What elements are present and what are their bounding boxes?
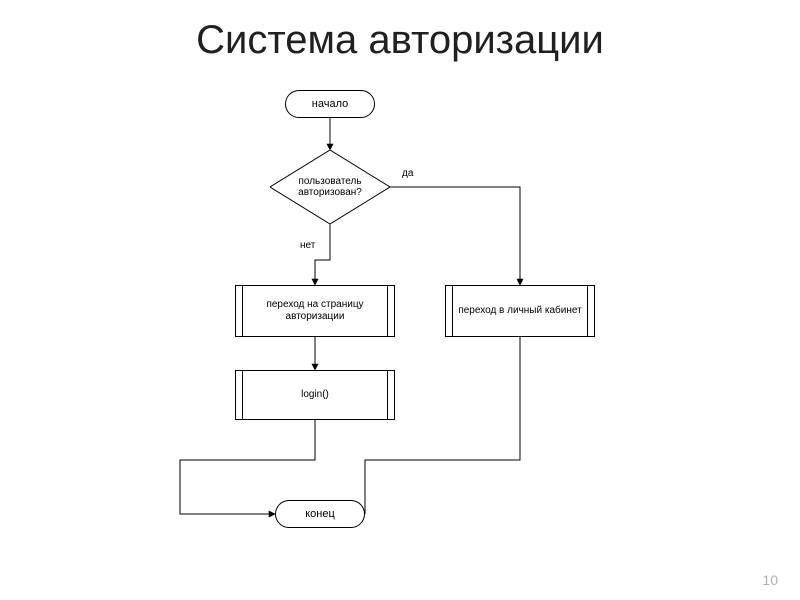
page-number: 10 — [762, 572, 778, 588]
edge-label-нет: нет — [300, 240, 315, 251]
node-decision: пользователь авторизован? — [270, 150, 390, 224]
node-end: конец — [275, 500, 365, 528]
node-login-label: login() — [244, 371, 386, 419]
node-cabinet-label: переход в личный кабинет — [454, 286, 586, 336]
node-login: login() — [235, 370, 395, 420]
node-cabinet: переход в личный кабинет — [445, 285, 595, 337]
node-start: начало — [285, 90, 375, 118]
edge-label-да: да — [402, 168, 413, 179]
page-title: Система авторизации — [0, 18, 800, 63]
node-auth: переход на страницу авторизации — [235, 285, 395, 337]
node-auth-label: переход на страницу авторизации — [244, 286, 386, 336]
node-decision-label: пользователь авторизован? — [270, 150, 390, 224]
flowchart-edges — [0, 0, 800, 600]
